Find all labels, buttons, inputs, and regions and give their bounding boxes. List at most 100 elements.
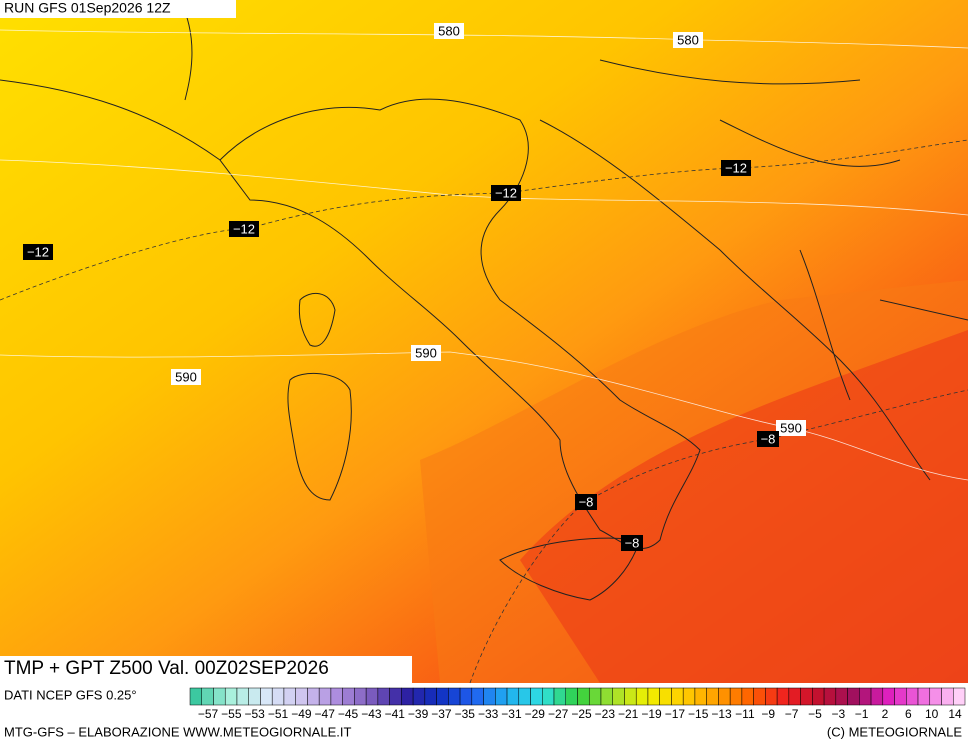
colorbar-label: −5	[808, 707, 822, 721]
colorbar-box	[941, 687, 954, 706]
colorbar-label: −27	[548, 707, 569, 721]
colorbar-label: −15	[688, 707, 709, 721]
colorbar-box	[542, 687, 555, 706]
colorbar-label: 10	[925, 707, 939, 721]
colorbar-box	[577, 687, 590, 706]
colorbar-box	[236, 687, 249, 706]
colorbar-box	[800, 687, 813, 706]
contour-line	[0, 351, 968, 481]
contour-label: −12	[495, 185, 517, 200]
colorbar-box	[835, 687, 848, 706]
colorbar-box	[706, 687, 719, 706]
label-box	[575, 494, 597, 510]
colorbar-box	[354, 687, 367, 706]
sardinia	[287, 372, 352, 501]
colorbar-label: −33	[478, 707, 499, 721]
colorbar-box	[894, 687, 907, 706]
colorbar-box	[600, 687, 613, 706]
colorbar-box	[213, 687, 226, 706]
contour-label: −8	[625, 535, 640, 550]
colorbar-label: −57	[198, 707, 219, 721]
colorbar-label: 14	[948, 707, 962, 721]
colorbar: −57 −55 −53 −51 −49 −47 −45 −43 −41 −39 −37 −35 −33−…	[189, 687, 966, 721]
colorbar-label: −23	[595, 707, 616, 721]
corsica	[298, 292, 336, 347]
colorbar-box	[330, 687, 343, 706]
colorbar-box	[389, 687, 402, 706]
colorbar-box	[518, 687, 531, 706]
run-box	[0, 0, 236, 18]
borders	[0, 0, 968, 401]
label-box	[171, 369, 201, 385]
contour-label: −8	[579, 494, 594, 509]
colorbar-box	[342, 687, 355, 706]
colorbar-box	[624, 687, 637, 706]
colorbar-label: −7	[785, 707, 799, 721]
colorbar-box	[741, 687, 754, 706]
colorbar-box	[565, 687, 578, 706]
colorbar-box	[906, 687, 919, 706]
contour-label: −8	[761, 431, 776, 446]
colorbar-label: −21	[618, 707, 639, 721]
colorbar-label: 6	[905, 707, 912, 721]
title-box	[0, 656, 412, 683]
colorbar-label: 2	[882, 707, 889, 721]
colorbar-box	[776, 687, 790, 706]
colorbar-box	[377, 687, 390, 706]
colorbar-box	[917, 687, 931, 706]
colorbar-box	[635, 687, 649, 706]
colorbar-label: −35	[455, 707, 476, 721]
colorbar-label: −1	[855, 707, 869, 721]
colorbar-box	[483, 687, 496, 706]
colorbar-box	[260, 687, 273, 706]
contour-label: −12	[233, 221, 255, 236]
colorbar-box	[588, 687, 602, 706]
colorbar-box	[671, 687, 684, 706]
map-title: TMP + GPT Z500 Val. 00Z02SEP2026	[4, 658, 329, 679]
label-box	[23, 244, 53, 260]
colorbar-label: −45	[338, 707, 359, 721]
contour-label: 580	[677, 32, 699, 47]
coastlines	[0, 0, 968, 601]
colorbar-label: −43	[361, 707, 382, 721]
label-box	[757, 431, 779, 447]
colorbar-label: −49	[291, 707, 312, 721]
colorbar-box	[859, 687, 872, 706]
colorbar-box	[753, 687, 766, 706]
colorbar-label: −9	[761, 707, 775, 721]
colorbar-box	[224, 687, 238, 706]
contour-label: −12	[725, 160, 747, 175]
contour-labels: 580 580 −12 −12 −12 −12 590 590 590 −8 −8 −8	[23, 23, 806, 551]
label-box	[776, 420, 806, 436]
colorbar-box	[189, 687, 202, 706]
colorbar-box	[412, 687, 426, 706]
colorbar-label: −39	[408, 707, 429, 721]
colorbar-box	[682, 687, 696, 706]
contour-label: −12	[27, 244, 49, 259]
colorbar-box	[823, 687, 837, 706]
italy-outline	[219, 98, 701, 550]
colorbar-box	[870, 687, 884, 706]
label-box	[673, 32, 703, 48]
colorbar-box	[248, 687, 261, 706]
contour-label: 590	[415, 345, 437, 360]
colorbar-label: −53	[245, 707, 266, 721]
sicily	[499, 537, 641, 601]
footer-left: MTG-GFS – ELABORAZIONE WWW.METEOGIORNALE…	[4, 724, 351, 739]
colorbar-box	[729, 687, 743, 706]
colorbar-box	[612, 687, 625, 706]
colorbar-label: −37	[431, 707, 452, 721]
colorbar-label: −19	[641, 707, 662, 721]
label-box	[491, 185, 521, 201]
colorbar-label: −11	[735, 707, 755, 721]
colorbar-box	[694, 687, 707, 706]
colorbar-box	[812, 687, 825, 706]
colorbar-box	[318, 687, 332, 706]
isotherm	[469, 389, 968, 684]
colorbar-box	[506, 687, 520, 706]
colorbar-box	[659, 687, 672, 706]
colorbar-box	[495, 687, 508, 706]
colorbar-label: −41	[385, 707, 406, 721]
colorbar-box	[365, 687, 379, 706]
